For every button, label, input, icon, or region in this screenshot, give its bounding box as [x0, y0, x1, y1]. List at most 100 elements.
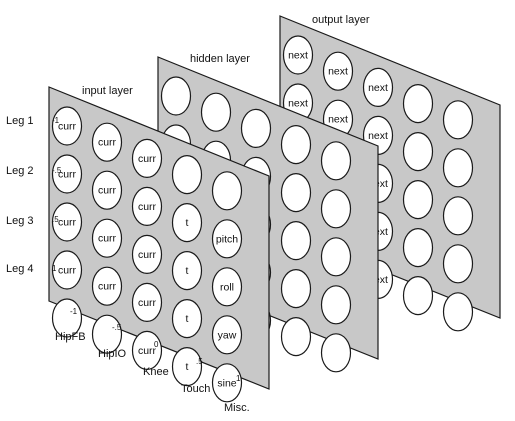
input-node	[211, 219, 243, 259]
row-labels: Leg 1 Leg 2 Leg 3 Leg 4	[6, 115, 34, 275]
hidden-node	[240, 108, 272, 148]
column-tick: .5	[196, 357, 203, 366]
hidden-node	[200, 92, 232, 132]
input-node	[131, 234, 163, 274]
input-layer: input layer curr curr curr curr curr curr t pit…	[48, 85, 270, 403]
input-node	[171, 347, 203, 387]
input-node	[211, 267, 243, 307]
column-label: HipIO	[98, 348, 127, 360]
input-node	[51, 250, 83, 290]
input-node-label: curr	[98, 281, 117, 293]
output-node	[402, 132, 434, 172]
input-node-label: t	[186, 217, 189, 229]
output-node	[402, 180, 434, 220]
input-node	[51, 154, 83, 194]
row-tick: .5	[52, 215, 59, 224]
input-node-label: curr	[58, 169, 77, 181]
output-layer-title: output layer	[312, 14, 370, 26]
input-node	[51, 298, 83, 338]
row-label: Leg 1	[6, 115, 34, 127]
input-node-label: curr	[138, 249, 157, 261]
hidden-layer-title: hidden layer	[190, 53, 250, 65]
hidden-node	[320, 333, 352, 373]
output-node	[442, 292, 474, 332]
input-node	[51, 106, 83, 146]
output-node	[402, 276, 434, 316]
output-node-label: next	[288, 98, 308, 110]
input-node	[91, 170, 123, 210]
input-node-label: curr	[58, 121, 77, 133]
hidden-node	[280, 221, 312, 261]
column-label: Knee	[143, 366, 169, 378]
output-node	[322, 51, 354, 91]
output-node-label: next	[368, 130, 388, 142]
output-node	[282, 35, 314, 75]
column-ticks: -1 -.5 0 .5 1	[70, 307, 241, 383]
input-layer-plate	[48, 86, 270, 390]
output-node	[442, 148, 474, 188]
output-node	[402, 83, 434, 124]
column-tick: 0	[154, 340, 159, 349]
input-node-label: curr	[98, 185, 117, 197]
hidden-node	[280, 125, 312, 165]
row-tick: -.5	[52, 166, 62, 175]
row-label: Leg 3	[6, 215, 34, 227]
output-node-label: next	[288, 50, 308, 62]
column-tick: 1	[236, 374, 241, 383]
hidden-node	[320, 285, 352, 325]
row-ticks: -1 -.5 .5 1	[52, 116, 62, 273]
column-tick: -.5	[112, 323, 122, 332]
column-tick: -1	[70, 307, 78, 316]
column-label: Misc.	[224, 402, 250, 414]
hidden-node	[160, 76, 192, 116]
input-node	[131, 282, 163, 322]
input-node	[171, 203, 203, 243]
output-node	[362, 67, 394, 108]
hidden-node	[320, 237, 352, 277]
input-node-label: yaw	[218, 329, 237, 341]
hidden-node	[280, 317, 312, 357]
hidden-node	[280, 173, 312, 213]
input-node-label: curr	[58, 217, 77, 229]
output-node-label: next	[368, 82, 388, 94]
output-node-label: next	[328, 66, 348, 78]
column-label: HipFB	[55, 331, 86, 343]
input-node	[51, 202, 83, 242]
row-label: Leg 4	[6, 263, 34, 275]
input-node	[171, 251, 203, 291]
input-node-label: t	[186, 265, 189, 277]
input-node	[211, 171, 243, 211]
output-node	[442, 244, 474, 284]
row-tick: 1	[52, 264, 57, 273]
output-node	[442, 196, 474, 236]
row-tick: -1	[52, 116, 60, 125]
input-node-label: curr	[138, 297, 157, 309]
hidden-node	[280, 269, 312, 309]
input-node-label: t	[186, 361, 189, 373]
input-node	[131, 330, 163, 370]
input-node	[171, 299, 203, 339]
input-node	[171, 155, 203, 195]
input-node	[131, 138, 163, 178]
input-node-label: sine	[217, 377, 236, 389]
hidden-node	[320, 141, 352, 181]
row-label: Leg 2	[6, 165, 34, 177]
input-node	[211, 315, 243, 355]
input-node-label: pitch	[216, 233, 238, 245]
input-node-label: t	[186, 313, 189, 325]
input-node-label: curr	[138, 153, 157, 165]
hidden-node	[320, 189, 352, 229]
input-layer-title: input layer	[82, 85, 133, 97]
input-node	[91, 266, 123, 306]
input-node-label: roll	[220, 281, 234, 293]
input-node	[91, 218, 123, 258]
input-node-label: curr	[58, 265, 77, 277]
input-node-label: curr	[138, 345, 157, 357]
input-node	[91, 314, 123, 354]
input-node-label: curr	[98, 233, 117, 245]
output-node-label: next	[328, 114, 348, 126]
input-node-label: curr	[98, 137, 117, 149]
input-node-label: curr	[138, 201, 157, 213]
input-node	[91, 122, 123, 162]
